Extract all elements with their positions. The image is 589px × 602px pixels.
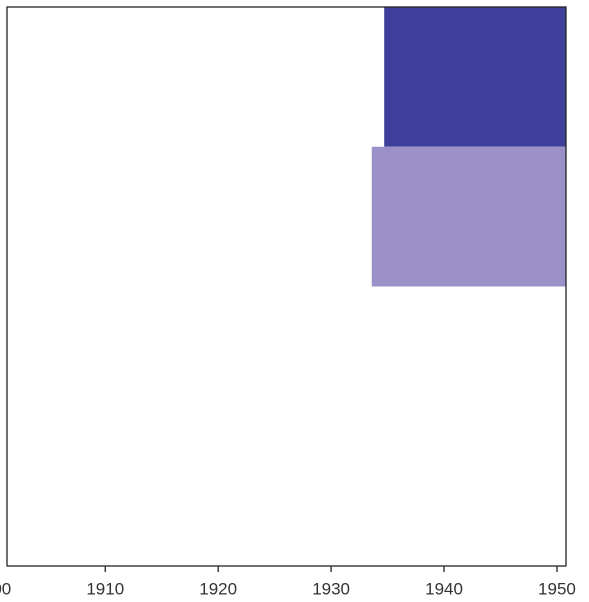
x-tick-label: 1910 [86,579,124,598]
x-tick-label: 1920 [199,579,237,598]
x-tick-label: 1900 [0,579,11,598]
x-tick-label: 1930 [312,579,350,598]
plot-area [371,7,566,287]
axes-frame [6,6,567,567]
x-tick-label: 1950 [538,579,576,598]
bar [384,7,566,147]
x-tick-label: 1940 [425,579,463,598]
bar [371,146,566,287]
